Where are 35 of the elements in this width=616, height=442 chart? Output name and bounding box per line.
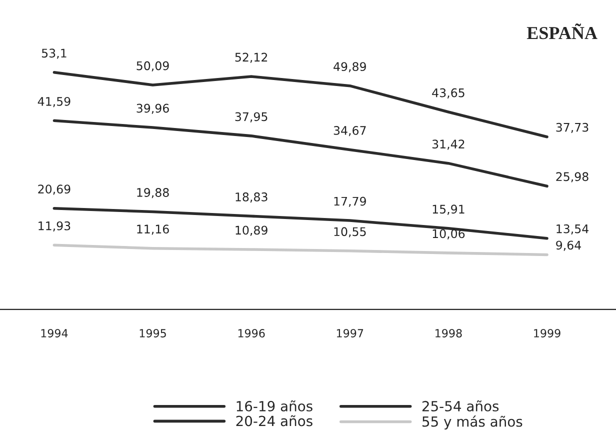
data-label: 49,89 [334, 62, 366, 72]
data-label: 17,79 [334, 196, 366, 207]
data-label: 53,1 [42, 48, 66, 59]
data-label: 34,67 [334, 126, 366, 136]
x-tick-label: 1996 [238, 329, 265, 338]
data-label: 10,06 [432, 229, 465, 240]
x-tick-label: 1999 [534, 329, 560, 338]
data-label: 37,73 [556, 122, 588, 133]
data-label: 37,95 [235, 112, 268, 122]
data-label: 43,65 [432, 88, 464, 98]
data-label: 39,96 [136, 104, 169, 114]
data-label: 19,88 [137, 188, 169, 198]
data-label: 25,98 [556, 172, 588, 182]
data-label: 9,64 [556, 240, 581, 251]
data-label: 13,54 [556, 224, 588, 234]
data-label: 11,93 [38, 221, 70, 232]
x-tick-label: 1994 [41, 329, 68, 338]
data-label: 18,83 [236, 192, 268, 203]
data-label: 10,89 [236, 226, 268, 236]
legend-label: 55 y más años [422, 416, 522, 430]
x-tick-label: 1997 [336, 329, 364, 338]
x-tick-label: 1998 [436, 329, 462, 338]
data-label: 15,91 [432, 204, 464, 215]
data-label: 10,55 [334, 227, 366, 238]
data-label: 11,16 [137, 224, 169, 235]
legend-label: 16-19 años [236, 400, 312, 412]
data-label: 52,12 [235, 52, 268, 63]
data-label: 31,42 [432, 140, 464, 150]
data-label: 41,59 [38, 96, 70, 108]
data-label: 20,69 [38, 184, 70, 195]
legend-label: 25-54 años [422, 400, 499, 412]
chart-title: ESPAÑA [526, 24, 598, 40]
x-tick-label: 1995 [140, 329, 166, 338]
data-label: 50,09 [136, 61, 169, 72]
legend-label: 20-24 años [236, 415, 312, 426]
